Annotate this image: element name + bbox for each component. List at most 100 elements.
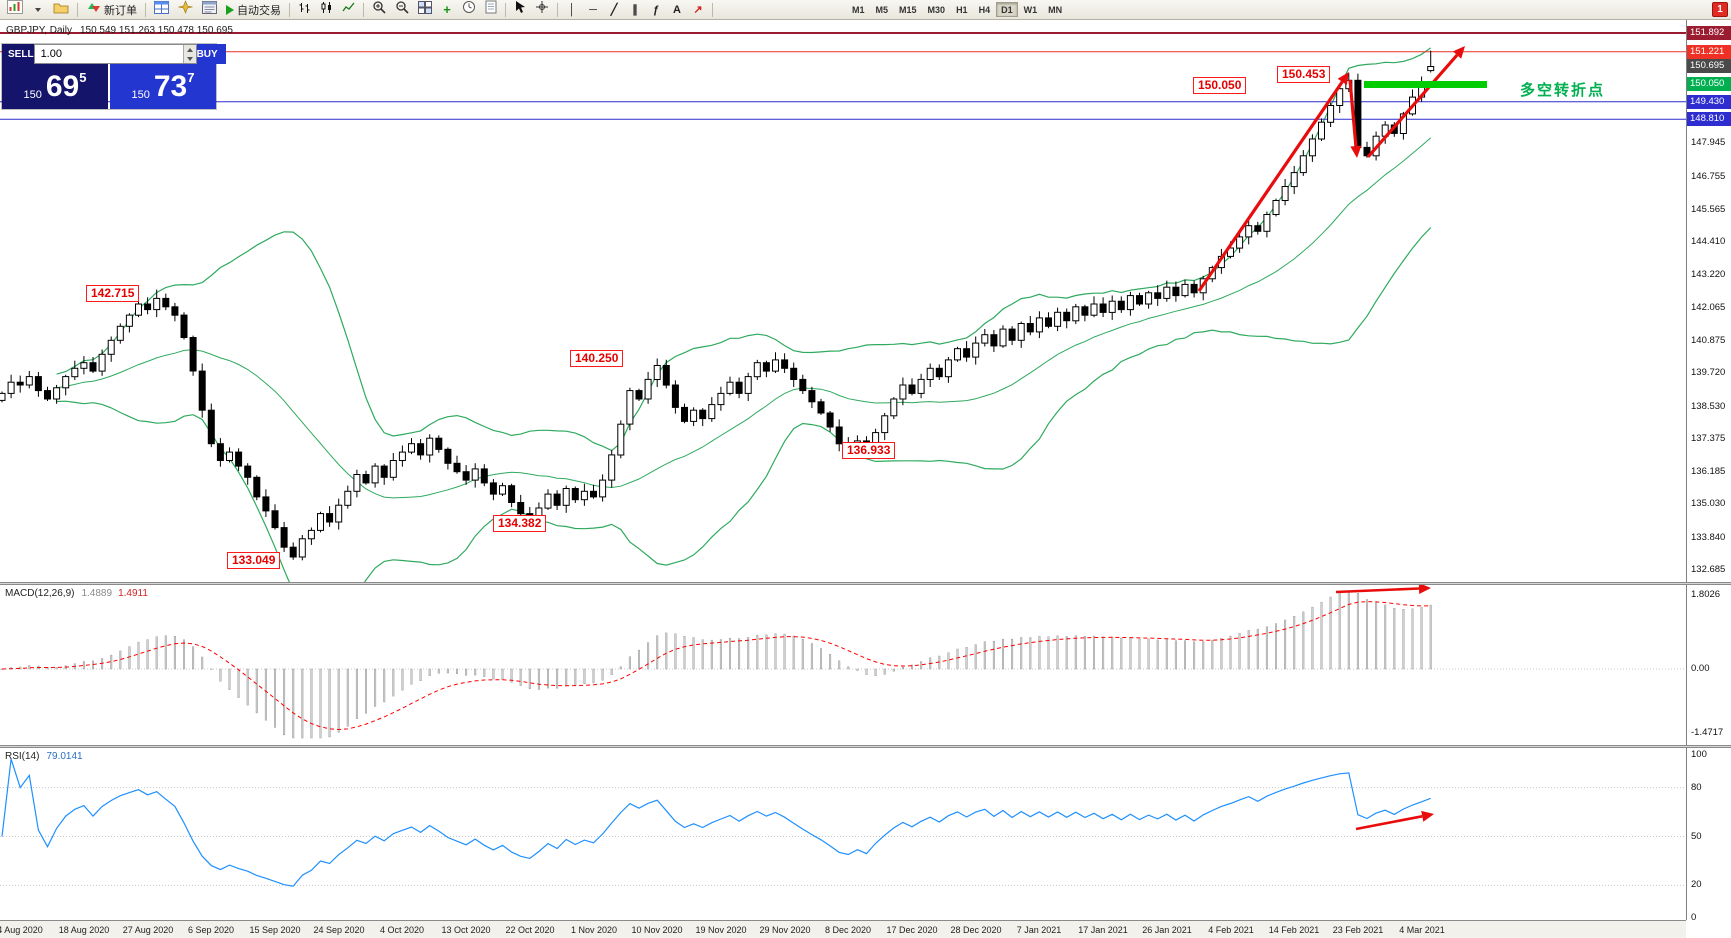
trendline-button[interactable]: ╱ <box>610 4 618 16</box>
bollinger-middle-band <box>56 137 1432 499</box>
price-annotation-label[interactable]: 136.933 <box>842 442 896 459</box>
rsi-label: RSI(14) 79.0141 <box>5 751 83 762</box>
time-axis[interactable]: 4 Aug 2020 18 Aug 2020 27 Aug 2020 6 Sep 20… <box>0 920 1686 938</box>
trend-arrow-head[interactable] <box>1421 810 1434 822</box>
price-annotation-label[interactable]: 150.453 <box>1277 66 1331 83</box>
trend-arrow-head[interactable] <box>1337 72 1349 85</box>
panel-splitter[interactable] <box>0 745 1731 748</box>
bar-chart-type-button[interactable] <box>294 1 315 18</box>
new-chart-button[interactable] <box>3 0 27 18</box>
indicators-button[interactable]: + <box>437 1 457 18</box>
price-annotation-label[interactable]: 133.049 <box>227 552 281 569</box>
panel-splitter[interactable] <box>0 582 1731 585</box>
buy-button[interactable]: BUY <box>196 44 226 64</box>
time-axis-label: 1 Nov 2020 <box>570 925 618 935</box>
autotrading-button[interactable]: 自动交易 <box>222 1 285 18</box>
notification-badge[interactable]: 1 <box>1712 2 1728 17</box>
templates-button[interactable] <box>481 0 501 18</box>
candlestick-type-button[interactable] <box>316 1 337 18</box>
price-annotation-label[interactable]: 134.382 <box>493 515 547 532</box>
time-axis-label: 13 Oct 2020 <box>441 925 491 935</box>
trend-arrow-head[interactable] <box>1453 46 1465 59</box>
horizontal-line-button[interactable]: ─ <box>589 3 597 16</box>
sell-button[interactable]: SELL <box>2 44 34 64</box>
time-axis-label: 7 Jan 2021 <box>1016 925 1062 935</box>
macd-axis-label: -1.4717 <box>1691 727 1724 738</box>
timeframe-button-m5[interactable]: M5 <box>875 4 889 15</box>
crosshair-icon <box>535 0 549 19</box>
autotrading-label: 自动交易 <box>237 4 281 17</box>
timeframe-button-mn[interactable]: MN <box>1048 4 1063 15</box>
trend-arrow-annotation[interactable] <box>1355 815 1423 831</box>
zoom-in-button[interactable] <box>368 1 390 18</box>
price-annotation-label[interactable]: 150.050 <box>1193 77 1247 94</box>
timeframe-button-m15[interactable]: M15 <box>899 4 917 15</box>
price-annotation-label[interactable]: 142.715 <box>86 285 140 302</box>
trend-arrow-head[interactable] <box>1418 585 1431 594</box>
time-axis-label: 19 Nov 2020 <box>695 925 747 935</box>
trend-arrow-annotation[interactable] <box>1335 587 1420 594</box>
turning-point-line[interactable] <box>1364 81 1487 88</box>
rsi-panel[interactable] <box>0 748 1686 920</box>
compass-icon <box>178 0 193 19</box>
price-axis-label: 144.410 <box>1691 236 1726 247</box>
market-watch-button[interactable] <box>150 0 173 18</box>
sell-price-big: 69 <box>45 70 80 103</box>
macd-chart[interactable] <box>0 585 1686 745</box>
timeframe-button-m30[interactable]: M30 <box>927 4 946 15</box>
trend-arrow-annotation[interactable] <box>1197 80 1344 292</box>
profiles-button[interactable] <box>49 1 73 18</box>
cursor-button[interactable] <box>510 1 530 18</box>
timeframe-button-m1[interactable]: M1 <box>852 4 865 15</box>
sell-price-button[interactable]: 150 69 5 <box>2 64 108 109</box>
fibonacci-button[interactable]: ƒ <box>652 3 660 16</box>
new-order-button[interactable]: 新订单 <box>82 1 141 18</box>
macd-signal-line <box>1 601 1431 731</box>
chart-panel[interactable]: 142.715 140.250 136.933 134.382 133.049 150.0… <box>0 20 1686 582</box>
rsi-chart[interactable] <box>0 748 1686 920</box>
navigator-button[interactable] <box>174 0 197 19</box>
trend-arrow-annotation[interactable] <box>1348 79 1358 147</box>
time-axis-label: 18 Aug 2020 <box>58 925 110 935</box>
timeframe-button-w1[interactable]: W1 <box>1023 4 1038 15</box>
time-axis-label: 6 Sep 2020 <box>187 925 235 935</box>
price-tag: 149.430 <box>1687 95 1731 109</box>
rsi-axis-label: 0 <box>1691 912 1697 923</box>
trend-arrow-annotation[interactable] <box>1366 53 1459 159</box>
periods-button[interactable] <box>458 1 480 18</box>
timeframe-button-h4[interactable]: H4 <box>978 4 991 15</box>
macd-main-value: 1.4889 <box>81 588 113 599</box>
time-axis-label: 22 Oct 2020 <box>505 925 555 935</box>
buy-price-button[interactable]: 150 73 7 <box>110 64 216 109</box>
arrows-button[interactable]: ↗ <box>693 4 703 16</box>
price-annotation-label[interactable]: 140.250 <box>570 350 624 367</box>
macd-panel[interactable] <box>0 585 1686 745</box>
terminal-button[interactable] <box>198 0 221 18</box>
timeframe-button-h1[interactable]: H1 <box>956 4 968 15</box>
price-axis[interactable]: 147.945 146.755 145.565 144.410 143.220 142.0… <box>1686 20 1731 923</box>
bollinger-upper-band <box>56 47 1432 452</box>
zoom-out-button[interactable] <box>391 1 413 18</box>
time-axis-label: 15 Sep 2020 <box>249 925 301 935</box>
volume-down-button[interactable] <box>184 54 196 63</box>
spin-down-icon <box>186 56 193 61</box>
turning-point-label[interactable]: 多空转折点 <box>1520 82 1606 99</box>
macd-label: MACD(12,26,9) 1.4889 1.4911 <box>5 588 148 599</box>
text-button[interactable]: A <box>673 3 681 16</box>
line-chart-type-button[interactable] <box>338 1 359 18</box>
price-axis-label: 138.530 <box>1691 401 1726 412</box>
crosshair-button[interactable] <box>531 1 553 18</box>
rsi-axis-label: 100 <box>1691 749 1707 760</box>
timeframe-button-d1[interactable]: D1 <box>996 2 1018 17</box>
volume-up-button[interactable] <box>184 45 196 54</box>
time-axis-label: 4 Feb 2021 <box>1208 925 1254 935</box>
vertical-line-button[interactable]: │ <box>568 3 576 16</box>
channel-button[interactable]: ∥ <box>632 4 638 16</box>
volume-input[interactable] <box>34 45 183 63</box>
trend-arrow-head[interactable] <box>1350 145 1362 158</box>
tile-windows-button[interactable] <box>414 0 436 18</box>
toolbar-separator <box>363 2 364 17</box>
line-chart-icon <box>342 1 355 19</box>
chart-dropdown-button[interactable] <box>28 1 48 18</box>
price-chart[interactable] <box>0 20 1686 582</box>
